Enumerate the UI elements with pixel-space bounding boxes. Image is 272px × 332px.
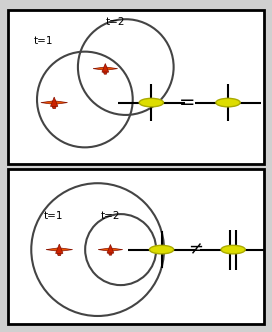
Polygon shape <box>52 106 56 109</box>
Polygon shape <box>102 63 109 72</box>
Polygon shape <box>51 97 58 106</box>
Polygon shape <box>46 248 73 251</box>
Polygon shape <box>93 67 118 70</box>
Polygon shape <box>98 248 123 251</box>
Text: t=2: t=2 <box>100 211 120 221</box>
Polygon shape <box>109 253 112 255</box>
Text: t=2: t=2 <box>105 17 125 28</box>
Text: $\neq$: $\neq$ <box>186 241 204 259</box>
Ellipse shape <box>149 245 174 254</box>
FancyBboxPatch shape <box>8 169 264 324</box>
Polygon shape <box>41 101 67 104</box>
Ellipse shape <box>221 245 245 254</box>
Polygon shape <box>107 244 114 253</box>
Text: t=1: t=1 <box>44 211 63 221</box>
Polygon shape <box>56 244 63 253</box>
Ellipse shape <box>216 98 240 107</box>
Polygon shape <box>57 253 61 256</box>
Text: t=1: t=1 <box>34 36 53 46</box>
Ellipse shape <box>139 98 163 107</box>
Polygon shape <box>103 72 107 74</box>
FancyBboxPatch shape <box>8 10 264 164</box>
Text: =: = <box>179 93 195 112</box>
